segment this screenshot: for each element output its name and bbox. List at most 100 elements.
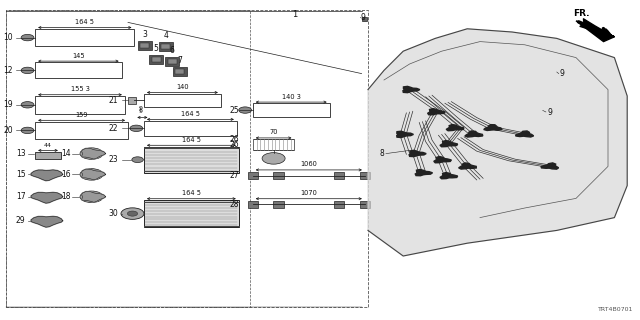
Bar [360,172,370,179]
Bar [144,200,239,227]
Polygon shape [31,216,63,227]
Bar [35,29,134,46]
Polygon shape [403,86,420,93]
Text: 5: 5 [154,44,159,53]
Polygon shape [465,131,483,137]
Text: 27: 27 [229,171,239,180]
Bar [253,103,330,117]
Text: 9: 9 [138,109,142,114]
Bar [6,10,368,307]
Circle shape [21,35,34,41]
Polygon shape [31,170,63,181]
Text: 164 5: 164 5 [182,137,201,143]
Bar [144,94,221,107]
Polygon shape [434,156,451,163]
Polygon shape [415,170,433,176]
Polygon shape [81,192,106,202]
Bar [159,42,173,51]
Text: 155 3: 155 3 [70,86,90,92]
Bar [360,201,370,208]
Bar [161,44,170,49]
Text: 20: 20 [3,126,13,135]
Bar [173,67,187,76]
Circle shape [21,67,34,74]
Text: 29: 29 [16,216,26,225]
Bar [273,201,284,208]
Polygon shape [516,131,534,137]
Text: 164 5: 164 5 [181,111,200,117]
Text: FR.: FR. [573,9,589,18]
Bar [35,152,61,159]
Text: 19: 19 [3,100,13,109]
Text: 23: 23 [109,155,118,164]
Text: 22: 22 [109,124,118,133]
Bar [140,43,149,48]
Bar [248,172,258,179]
Polygon shape [440,140,458,147]
Text: 10: 10 [3,33,13,42]
Text: 164 5: 164 5 [182,190,201,196]
Bar [128,97,136,104]
Polygon shape [397,131,413,138]
Text: 21: 21 [109,96,118,105]
Text: TRT4B0701: TRT4B0701 [598,307,634,312]
Bar [35,62,122,78]
Polygon shape [484,124,502,131]
Circle shape [130,125,143,132]
Circle shape [80,148,103,159]
Circle shape [127,211,138,216]
Circle shape [21,102,34,108]
Circle shape [121,208,144,220]
Circle shape [132,157,143,163]
Text: 30: 30 [109,209,118,218]
Text: 9: 9 [547,108,552,116]
Text: 26: 26 [229,135,239,144]
Text: 17: 17 [16,192,26,201]
Text: 28: 28 [229,200,239,209]
Text: 44: 44 [44,143,52,148]
Text: 164 5: 164 5 [76,19,94,25]
Text: 18: 18 [61,192,70,201]
Polygon shape [576,21,614,42]
Text: 13: 13 [16,149,26,158]
Text: 26: 26 [229,140,239,149]
Bar [273,172,284,179]
Polygon shape [446,124,464,131]
Text: 140: 140 [176,84,189,90]
Text: 4: 4 [163,31,168,40]
Circle shape [21,127,34,134]
Text: 140 3: 140 3 [282,93,301,100]
Text: 3: 3 [142,30,147,39]
Polygon shape [459,163,476,169]
Bar [35,122,128,139]
Bar [362,17,367,21]
Bar [175,69,184,74]
Bar [253,139,294,150]
Bar [334,201,344,208]
Text: 1060: 1060 [300,161,317,167]
Text: 7: 7 [177,56,182,65]
Text: 1: 1 [292,10,297,19]
Text: 14: 14 [61,149,70,158]
Text: 145: 145 [72,52,84,59]
Text: 25: 25 [229,106,239,115]
Bar [149,55,163,64]
Text: 9: 9 [560,69,565,78]
Polygon shape [81,148,106,159]
Circle shape [239,107,252,113]
Polygon shape [409,150,426,156]
Bar [168,59,177,64]
Bar [144,147,239,173]
Text: 70: 70 [269,129,278,135]
Polygon shape [541,163,559,169]
Text: 16: 16 [61,170,70,179]
Circle shape [80,191,103,203]
Text: 1070: 1070 [300,190,317,196]
Bar [248,201,258,208]
Bar [152,57,161,62]
Circle shape [80,169,103,180]
Text: 12: 12 [3,66,13,75]
Polygon shape [368,29,627,256]
Text: 6: 6 [170,46,175,55]
Polygon shape [440,172,458,179]
